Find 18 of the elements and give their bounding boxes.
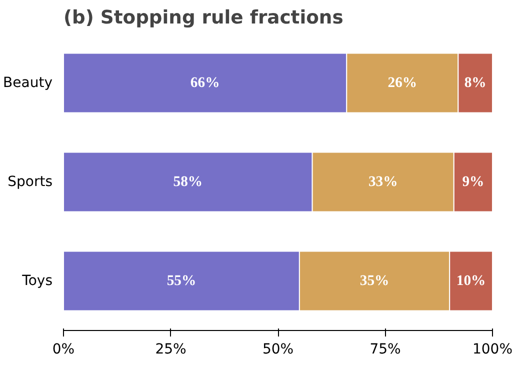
x-tick-label: 75% [370,342,401,358]
data-label: 26% [388,75,418,91]
y-tick-label: Beauty [3,75,53,91]
data-label: 35% [360,273,390,289]
data-label: 33% [368,174,398,190]
data-label: 66% [190,75,220,91]
data-label: 9% [462,174,484,190]
x-tick-label: 25% [155,342,186,358]
data-label: 10% [456,273,486,289]
x-tick-label: 0% [52,342,75,358]
x-tick-label: 100% [472,342,513,358]
data-label: 8% [464,75,486,91]
x-tick-label: 50% [262,342,294,358]
y-tick-label: Toys [21,273,53,289]
data-label: 55% [166,273,196,289]
chart-title: (b) Stopping rule fractions [64,8,344,28]
y-tick-label: Sports [8,174,53,190]
data-label: 58% [173,174,203,190]
